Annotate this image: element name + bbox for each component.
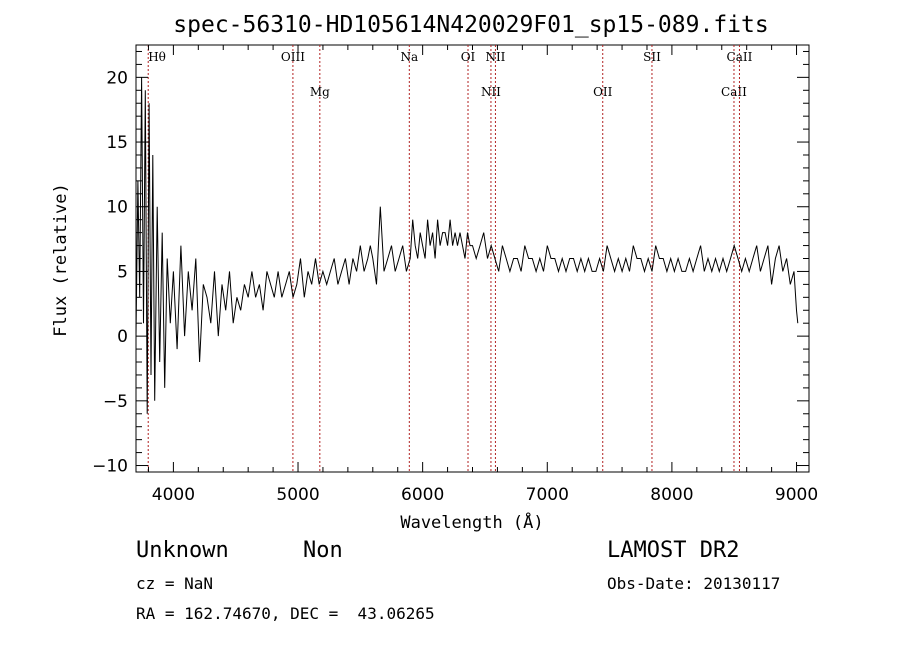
object-subclass: Non [303, 538, 343, 563]
spectral-line-markers: Hθ OIII Mg Na OI NII NII OII SII CaII CaII [147, 45, 753, 472]
axis-ticks: 4000 5000 6000 7000 8000 9000 −10 −5 0 5 10 15 20 [92, 45, 818, 505]
x-tick-label: 4000 [152, 485, 195, 505]
x-tick-label: 5000 [276, 485, 319, 505]
x-axis-label: Wavelength (Å) [400, 511, 543, 533]
spectral-line-label: CaII [721, 85, 747, 99]
object-class: Unknown [136, 538, 229, 563]
spectral-line-label: NII [481, 85, 501, 99]
y-tick-label: 10 [106, 198, 128, 218]
spectral-line-label: OII [593, 85, 613, 99]
observation-date: Obs-Date: 20130117 [607, 574, 781, 593]
spectral-line-label: Hθ [148, 50, 166, 64]
chart-title: spec-56310-HD105614N420029F01_sp15-089.f… [173, 12, 768, 38]
y-tick-label: 5 [117, 262, 128, 282]
y-tick-label: 20 [106, 68, 128, 88]
x-tick-label: 9000 [775, 485, 818, 505]
y-axis-label: Flux (relative) [51, 183, 71, 337]
spectral-line-label: Mg [310, 85, 330, 99]
y-tick-label: −10 [92, 457, 128, 477]
y-tick-label: −5 [103, 392, 128, 412]
spectral-line-label: NII [485, 50, 505, 64]
x-tick-label: 6000 [401, 485, 444, 505]
survey-name: LAMOST DR2 [607, 538, 740, 563]
y-tick-label: 15 [106, 133, 128, 153]
spectral-line-label: SII [643, 50, 661, 64]
y-tick-label: 0 [117, 327, 128, 347]
x-tick-label: 7000 [526, 485, 569, 505]
x-tick-label: 8000 [650, 485, 693, 505]
sky-coordinates: RA = 162.74670, DEC = 43.06265 [136, 604, 435, 623]
spectral-line-label: Na [400, 50, 418, 64]
spectral-line-label: OIII [281, 50, 305, 64]
spectral-line-label: CaII [727, 50, 753, 64]
spectrum-series-line [135, 77, 799, 414]
spectral-line-label: OI [461, 50, 476, 64]
redshift-cz: cz = NaN [136, 574, 214, 593]
